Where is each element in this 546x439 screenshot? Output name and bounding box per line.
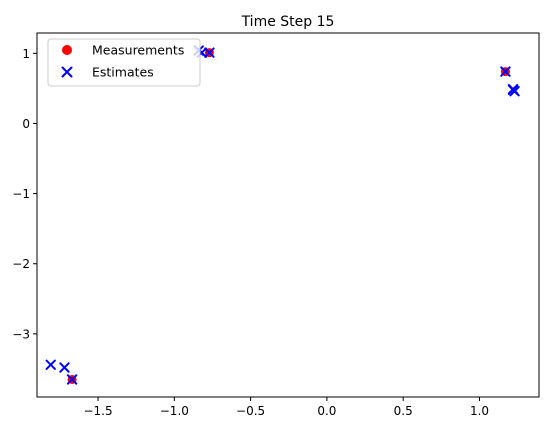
y-tick-label: 1 [22,47,30,61]
y-tick-label: −3 [12,327,30,341]
legend-measurements-marker [62,45,72,55]
y-tick-label: −2 [12,257,30,271]
data-marks [45,45,520,385]
x-tick-label: 1.0 [470,404,489,418]
estimate-point [66,374,78,385]
legend-measurements-label: Measurements [92,43,184,58]
legend: Measurements Estimates [47,38,201,87]
x-tick-label: 0.0 [317,404,336,418]
estimate-point [507,83,519,95]
legend-estimates-marker [61,66,73,78]
estimate-point [59,362,70,373]
estimate-point [204,47,215,58]
y-axis-ticks: 1 0 −1 −2 −3 [12,47,37,341]
legend-estimates-label: Estimates [92,65,154,80]
y-tick-label: −1 [12,187,30,201]
y-tick-label: 0 [22,117,30,131]
x-axis-ticks: −1.5 −1.0 −0.5 0.0 0.5 1.0 [83,397,489,418]
legend-box [47,38,201,87]
x-tick-label: 0.5 [394,404,413,418]
estimate-point [45,359,56,370]
x-tick-label: −0.5 [236,404,265,418]
chart-title: Time Step 15 [241,14,335,30]
x-tick-label: −1.0 [160,404,189,418]
x-tick-label: −1.5 [83,404,112,418]
plot-area-frame [36,32,540,398]
estimate-point [500,66,511,77]
